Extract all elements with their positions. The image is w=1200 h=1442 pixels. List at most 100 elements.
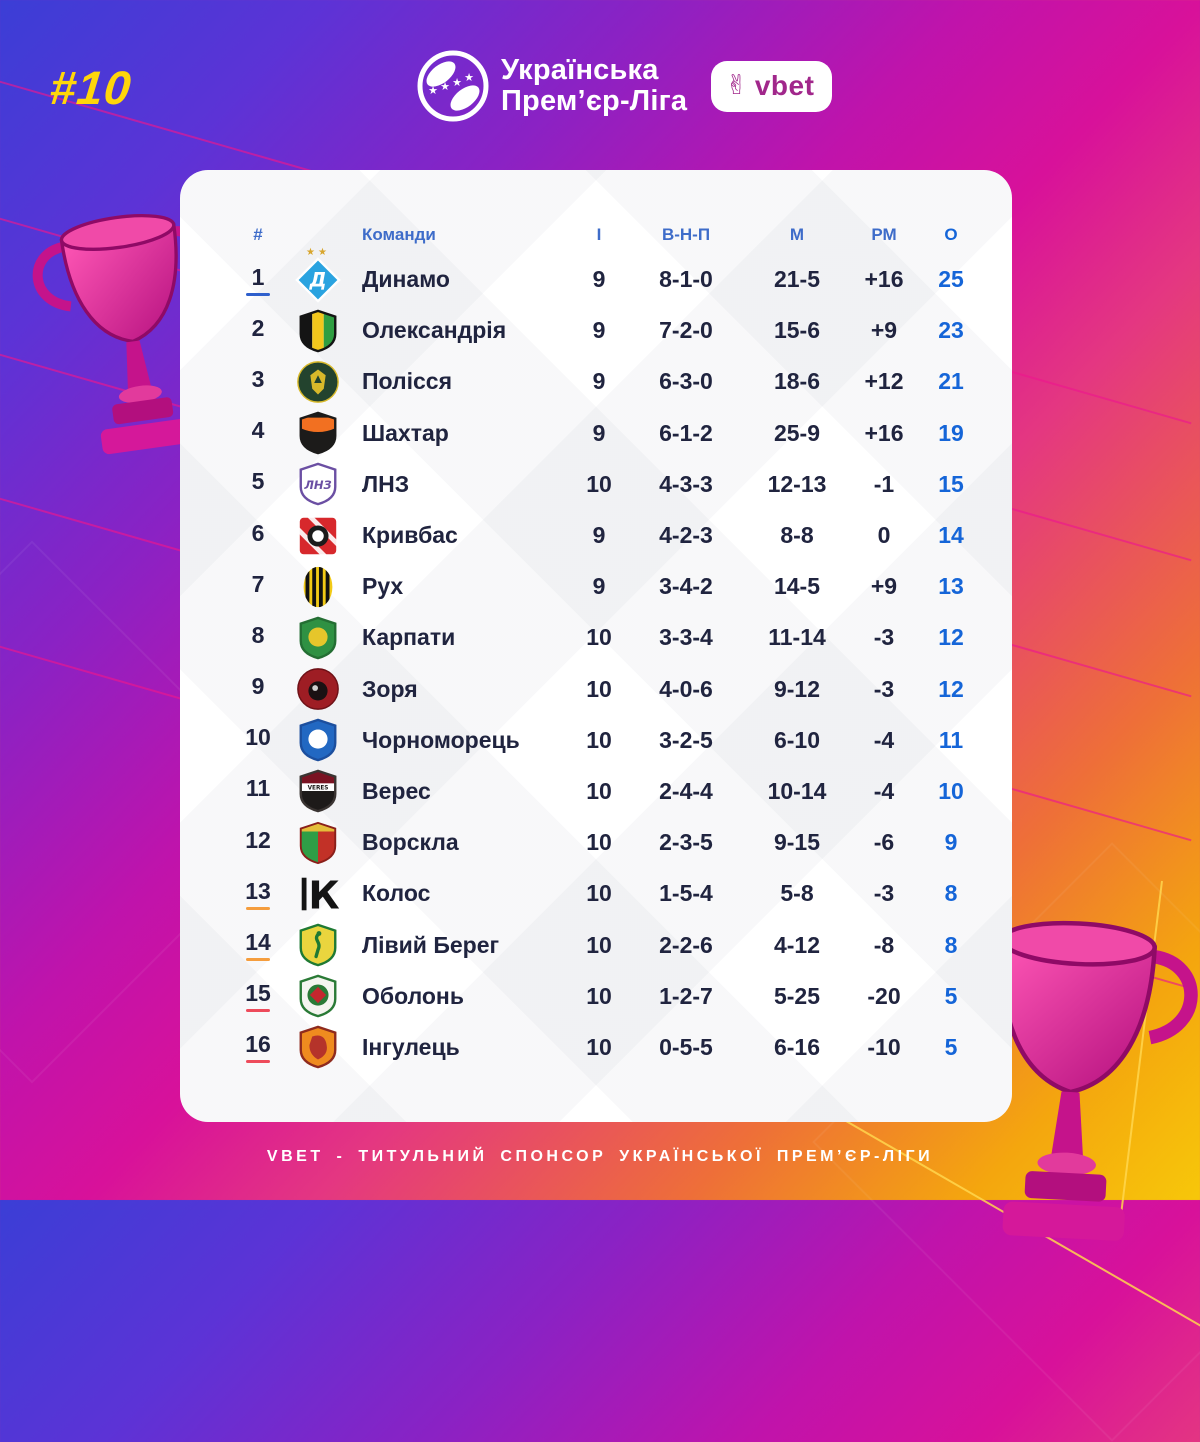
team-position: 1 [252,264,265,291]
team-points: 21 [917,368,985,395]
team-points: 14 [917,522,985,549]
team-goals: 9-15 [743,829,851,856]
team-points: 5 [917,1034,985,1061]
league-name-line2: Прем’єр-Ліга [501,86,687,117]
team-logo [295,973,341,1019]
svg-text:★: ★ [440,80,450,93]
team-crest-icon [295,564,341,610]
team-position-cell: 4 [228,417,288,449]
team-crest-icon [295,820,341,866]
team-name: Колос [348,880,569,907]
league-name: Українська Прем’єр-Ліга [501,55,687,117]
svg-text:★: ★ [464,71,474,84]
team-logo [295,359,341,405]
team-position-cell: 12 [228,827,288,859]
team-games: 10 [569,880,629,907]
svg-text:Д: Д [308,268,326,291]
team-wdl: 0-5-5 [629,1034,743,1061]
team-wdl: 3-4-2 [629,573,743,600]
upl-logo-icon: ★★ ★★ [415,48,491,124]
team-position: 8 [252,622,265,649]
league-name-line1: Українська [501,55,687,86]
team-goals: 12-13 [743,471,851,498]
team-position-cell: 7 [228,571,288,603]
team-wdl: 1-5-4 [629,880,743,907]
team-position: 7 [252,571,265,598]
team-games: 10 [569,932,629,959]
team-crest-icon [295,1024,341,1070]
team-wdl: 2-4-4 [629,778,743,805]
team-name: Рух [348,573,569,600]
team-games: 9 [569,266,629,293]
team-games: 10 [569,471,629,498]
team-points: 15 [917,471,985,498]
team-position-cell: 2 [228,315,288,347]
table-header-row: # Команди І В-Н-П М РМ О [180,220,1012,250]
team-logo-cell [288,308,348,354]
header-wdl: В-Н-П [629,225,743,245]
team-logo-cell [288,717,348,763]
team-name: Шахтар [348,420,569,447]
team-position-cell: 6 [228,520,288,552]
team-games: 9 [569,420,629,447]
team-position-cell: 3 [228,366,288,398]
team-logo-cell [288,922,348,968]
champion-stars: ★★ [295,248,341,258]
team-position-cell: 9 [228,673,288,705]
team-logo [295,666,341,712]
team-position: 12 [245,827,271,854]
team-games: 10 [569,1034,629,1061]
team-crest-icon [295,666,341,712]
team-gd: -4 [851,727,917,754]
svg-text:ЛНЗ: ЛНЗ [303,478,331,492]
table-row: 4 Шахтар 9 6-1-2 25-9 +16 19 [180,408,1012,459]
team-games: 10 [569,624,629,651]
team-points: 5 [917,983,985,1010]
team-goals: 14-5 [743,573,851,600]
team-logo [295,820,341,866]
team-crest-icon: К [295,871,341,917]
team-logo [295,564,341,610]
team-goals: 4-12 [743,932,851,959]
team-gd: -3 [851,624,917,651]
team-name: ЛНЗ [348,471,569,498]
masthead: ★★ ★★ Українська Прем’єр-Ліга ✌ vbet [415,48,832,124]
table-rows: 1 ★★ Д Динамо 9 8-1-0 21-5 +16 25 2 Оле [180,254,1012,1073]
team-position: 10 [245,724,271,751]
team-position-cell: 11 [228,775,288,807]
background: { "issue_number": "#10", "league": { "na… [0,0,1200,1200]
team-crest-icon [295,513,341,559]
team-games: 10 [569,778,629,805]
team-name: Ворскла [348,829,569,856]
team-goals: 9-12 [743,676,851,703]
svg-text:★: ★ [428,84,438,97]
team-goals: 18-6 [743,368,851,395]
team-logo-cell [288,820,348,866]
team-goals: 6-10 [743,727,851,754]
team-name: Інгулець [348,1034,569,1061]
team-goals: 21-5 [743,266,851,293]
team-position-cell: 8 [228,622,288,654]
team-games: 9 [569,522,629,549]
team-gd: +16 [851,266,917,293]
team-logo: ★★ Д [295,257,341,303]
team-gd: -4 [851,778,917,805]
team-gd: -10 [851,1034,917,1061]
team-games: 9 [569,368,629,395]
team-logo [295,410,341,456]
team-position-cell: 14 [228,929,288,961]
position-marker [246,907,270,910]
team-logo [295,615,341,661]
team-points: 19 [917,420,985,447]
issue-number: #10 [47,60,134,115]
team-logo-cell [288,513,348,559]
team-wdl: 4-2-3 [629,522,743,549]
team-games: 9 [569,317,629,344]
team-logo-cell: К [288,871,348,917]
team-goals: 11-14 [743,624,851,651]
team-position: 6 [252,520,265,547]
table-row: 16 Інгулець 10 0-5-5 6-16 -10 5 [180,1022,1012,1073]
team-crest-icon: Д [295,257,341,303]
team-logo [295,1024,341,1070]
team-points: 12 [917,676,985,703]
